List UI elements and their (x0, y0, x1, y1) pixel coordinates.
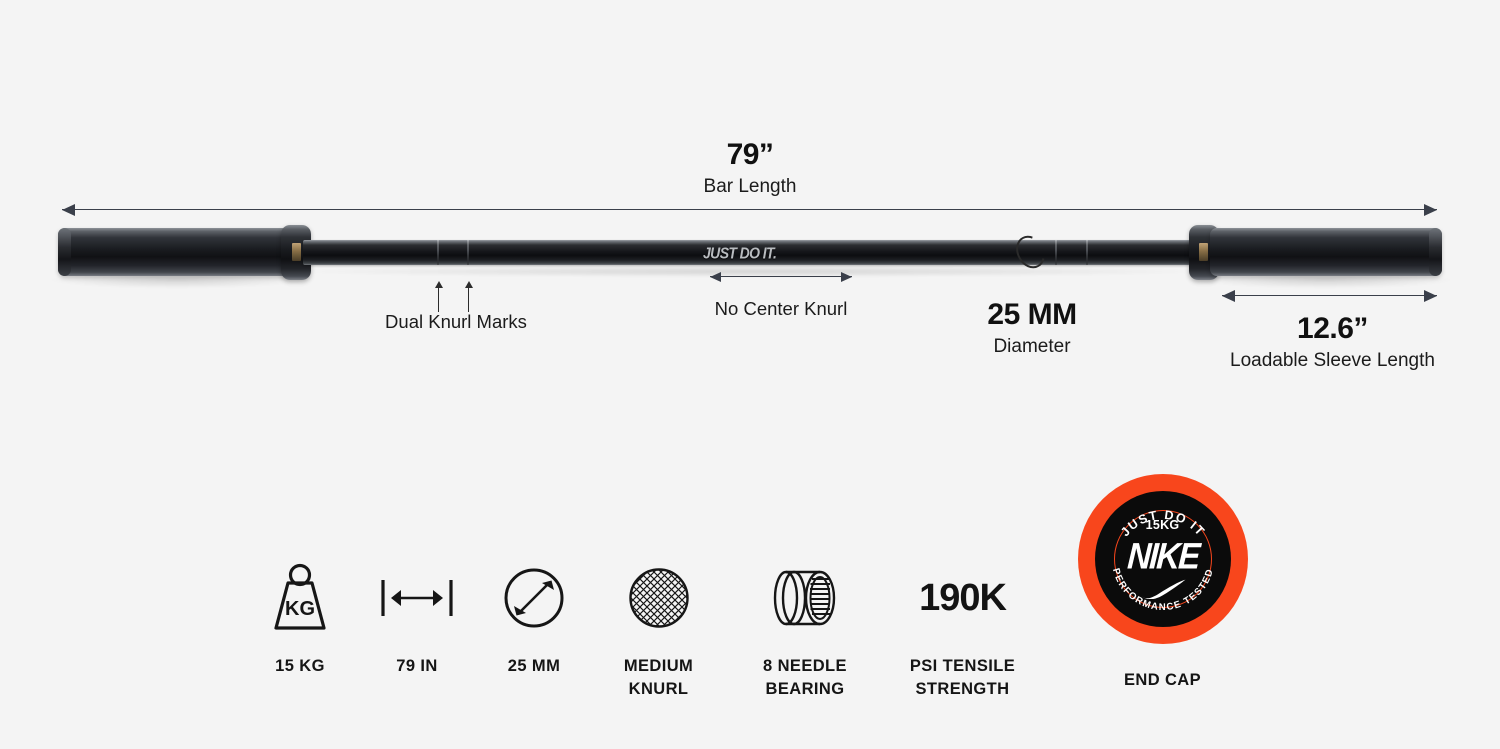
end-cap-inner-disc: JUST DO IT PERFORMANCE TESTED 15KG NIKE (1094, 490, 1231, 627)
arrowhead-right (1424, 290, 1437, 302)
dimension-line-no-center-knurl (710, 272, 852, 282)
sleeve-right-cap-edge (1429, 228, 1442, 276)
knurl-mark-4 (1086, 240, 1088, 265)
end-cap-weight-text: 15KG (1145, 517, 1180, 532)
spec-bearing: 8 NEEDLE BEARING (730, 555, 880, 701)
tensile-value-text: 190K (919, 577, 1007, 619)
spec-diameter-label: 25 MM (507, 657, 561, 675)
length-arrow-icon (352, 555, 482, 641)
knurl-pointer-head-2 (465, 281, 473, 288)
swoosh-icon (1141, 579, 1185, 599)
spec-weight: KG 15 KG (235, 555, 365, 678)
callout-no-center-knurl: No Center Knurl (666, 298, 896, 321)
end-cap-thin-ring (1113, 509, 1212, 608)
knurl-mark-2 (467, 240, 469, 265)
arrowhead-left (62, 204, 75, 216)
diameter-ring-indicator (1010, 230, 1051, 274)
bushing-right (1199, 243, 1208, 261)
end-cap-badge: JUST DO IT PERFORMANCE TESTED 15KG NIKE (1077, 473, 1248, 644)
spec-tensile-label: PSI TENSILE STRENGTH (909, 657, 1016, 698)
sleeve-right (1210, 228, 1442, 276)
sleeve-left (58, 228, 290, 276)
spec-icon-row: KG 15 KG 79 IN (235, 473, 1275, 715)
dimension-shaft (710, 276, 852, 278)
spec-weight-label: 15 KG (275, 657, 325, 675)
spec-end-cap-label: END CAP (1123, 671, 1202, 689)
sleeve-shadow-left (52, 272, 302, 288)
weight-kg-icon: KG (235, 555, 365, 641)
callout-loadable-sleeve-label: Loadable Sleeve Length (1230, 350, 1435, 371)
spec-knurl-label: MEDIUM KNURL (623, 657, 694, 698)
end-cap-brand-text: NIKE (1125, 534, 1200, 576)
callout-bar-length-label: Bar Length (703, 176, 797, 197)
collar-right (1189, 225, 1219, 280)
callout-bar-length-value: 79” (726, 138, 774, 171)
arrowhead-left (710, 272, 721, 282)
diameter-circle-icon (469, 555, 599, 641)
bar-shaft (303, 240, 1197, 265)
spec-length: 79 IN (352, 555, 482, 678)
weight-icon-text: KG (285, 598, 315, 620)
crosshatch-knurl-icon (586, 555, 731, 641)
callout-bar-length: 79” Bar Length (610, 138, 890, 198)
bar-shaft-logo: JUST DO IT. (703, 244, 777, 262)
callout-diameter-value: 25 MM (987, 298, 1077, 331)
tensile-value: 190K (885, 555, 1040, 641)
spec-diameter: 25 MM (469, 555, 599, 678)
knurl-pointer-line-2 (468, 286, 470, 312)
dimension-line-loadable-sleeve (1222, 290, 1437, 302)
knurl-mark-3 (1055, 240, 1057, 265)
callout-loadable-sleeve-value: 12.6” (1297, 312, 1368, 345)
spec-tensile-strength: 190K PSI TENSILE STRENGTH (885, 555, 1040, 701)
knurl-pointer-line-1 (438, 286, 440, 312)
spec-end-cap: JUST DO IT PERFORMANCE TESTED 15KG NIKE (1070, 466, 1255, 692)
sleeve-shadow-right (1200, 272, 1450, 288)
callout-loadable-sleeve-length: 12.6” Loadable Sleeve Length (1210, 312, 1455, 372)
spec-length-label: 79 IN (396, 657, 438, 675)
collar-left (281, 225, 311, 280)
end-cap-arc-text: JUST DO IT PERFORMANCE TESTED (1110, 507, 1215, 612)
knurl-mark-1 (437, 240, 439, 265)
callout-no-center-knurl-label: No Center Knurl (714, 298, 848, 319)
dimension-shaft (1222, 295, 1437, 297)
spec-knurl: MEDIUM KNURL (586, 555, 731, 701)
arrowhead-right (1424, 204, 1437, 216)
spec-bearing-label: 8 NEEDLE BEARING (763, 657, 847, 698)
dimension-shaft (62, 209, 1437, 211)
callout-diameter: 25 MM Diameter (942, 298, 1122, 358)
needle-bearing-icon (730, 555, 880, 641)
arrowhead-left (1222, 290, 1235, 302)
dimension-line-bar-length (62, 204, 1437, 216)
callout-diameter-label: Diameter (993, 336, 1071, 357)
bushing-left (292, 243, 301, 261)
knurl-pointer-head-1 (435, 281, 443, 288)
callout-dual-knurl-marks-label: Dual Knurl Marks (385, 311, 527, 332)
sleeve-left-cap-edge (58, 228, 71, 276)
arrowhead-right (841, 272, 852, 282)
callout-dual-knurl-marks: Dual Knurl Marks (366, 311, 546, 334)
